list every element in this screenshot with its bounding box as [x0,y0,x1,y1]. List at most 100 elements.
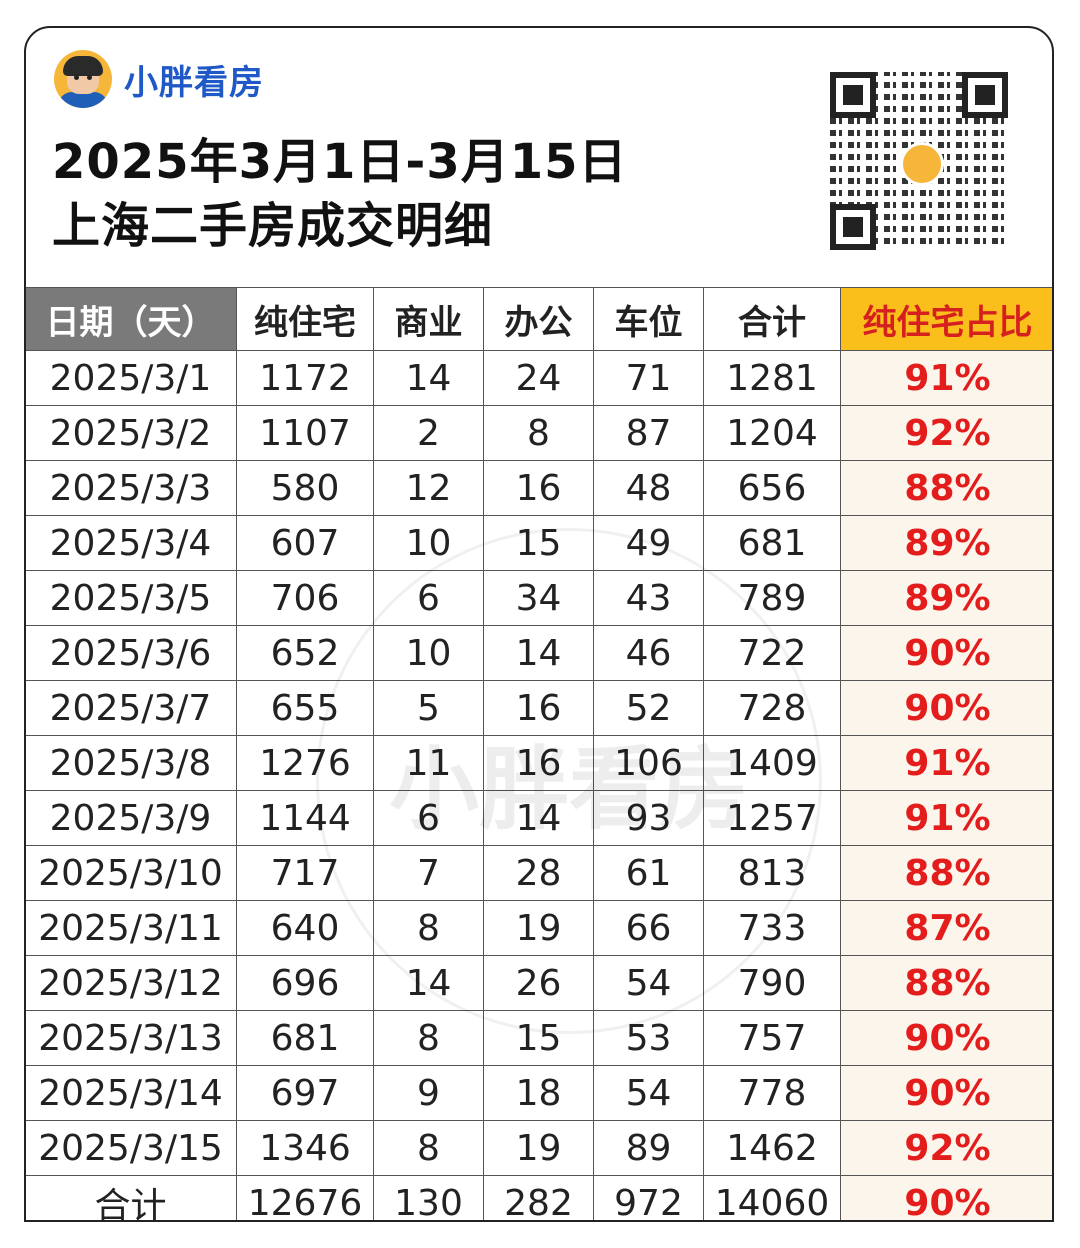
cell-total: 733 [703,900,841,956]
cell-date: 2025/3/1 [26,350,237,406]
cell-total: 681 [703,515,841,571]
table-header-row: 日期（天） 纯住宅 商业 办公 车位 合计 纯住宅占比 [26,287,1052,351]
transactions-table: 日期（天） 纯住宅 商业 办公 车位 合计 纯住宅占比 2025/3/1 1172… [26,287,1052,1220]
cell-residential: 1144 [236,790,374,846]
header-residential: 纯住宅 [236,287,374,351]
cell-total: 813 [703,845,841,901]
cell-total: 656 [703,460,841,516]
cell-parking: 66 [593,900,704,956]
header-residential-ratio: 纯住宅占比 [840,287,1052,351]
cell-total: 1409 [703,735,841,791]
cell-residential: 580 [236,460,374,516]
cell-residential: 1172 [236,350,374,406]
header-commercial: 商业 [373,287,484,351]
cell-parking: 49 [593,515,704,571]
cell-parking: 106 [593,735,704,791]
table-total-row: 合计 12676 130 282 972 14060 90% [26,1175,1052,1220]
cartoon-avatar-icon [54,50,112,108]
table-row: 2025/3/15 1346 8 19 89 1462 92% [26,1120,1052,1176]
table-row: 2025/3/10 717 7 28 61 813 88% [26,845,1052,901]
cell-office: 14 [483,790,594,846]
total-commercial: 130 [373,1175,484,1220]
cell-date: 2025/3/7 [26,680,237,736]
total-office: 282 [483,1175,594,1220]
qr-code-icon [828,70,1010,252]
cell-commercial: 6 [373,790,484,846]
cell-residential: 706 [236,570,374,626]
cell-office: 28 [483,845,594,901]
cell-commercial: 2 [373,405,484,461]
cell-commercial: 7 [373,845,484,901]
table-row: 2025/3/11 640 8 19 66 733 87% [26,900,1052,956]
cell-parking: 93 [593,790,704,846]
cell-date: 2025/3/10 [26,845,237,901]
cell-office: 15 [483,1010,594,1066]
cell-ratio: 88% [840,460,1052,516]
cell-residential: 1346 [236,1120,374,1176]
table-row: 2025/3/4 607 10 15 49 681 89% [26,515,1052,571]
cell-parking: 46 [593,625,704,681]
table-row: 2025/3/2 1107 2 8 87 1204 92% [26,405,1052,461]
total-total: 14060 [703,1175,841,1220]
cell-office: 14 [483,625,594,681]
table-row: 2025/3/3 580 12 16 48 656 88% [26,460,1052,516]
cell-parking: 48 [593,460,704,516]
cell-ratio: 92% [840,1120,1052,1176]
cell-ratio: 91% [840,735,1052,791]
cell-office: 19 [483,900,594,956]
table-row: 2025/3/14 697 9 18 54 778 90% [26,1065,1052,1121]
cell-commercial: 5 [373,680,484,736]
cell-ratio: 89% [840,570,1052,626]
cell-total: 722 [703,625,841,681]
header-office: 办公 [483,287,594,351]
cell-parking: 87 [593,405,704,461]
cell-commercial: 8 [373,1010,484,1066]
cell-office: 24 [483,350,594,406]
report-card: 小胖看房 2025年3月1日-3月15日 上海二手房成交明细 日期（天） 纯住宅… [24,26,1054,1222]
cell-total: 757 [703,1010,841,1066]
table-row: 2025/3/8 1276 11 16 106 1409 91% [26,735,1052,791]
cell-parking: 61 [593,845,704,901]
cell-ratio: 90% [840,625,1052,681]
cell-ratio: 90% [840,680,1052,736]
cell-parking: 71 [593,350,704,406]
total-ratio: 90% [840,1175,1052,1220]
cell-date: 2025/3/11 [26,900,237,956]
cell-total: 1204 [703,405,841,461]
cell-date: 2025/3/5 [26,570,237,626]
brand-name: 小胖看房 [124,62,264,103]
table-row: 2025/3/9 1144 6 14 93 1257 91% [26,790,1052,846]
cell-commercial: 8 [373,1120,484,1176]
cell-residential: 655 [236,680,374,736]
header-total: 合计 [703,287,841,351]
cell-office: 26 [483,955,594,1011]
cell-date: 2025/3/14 [26,1065,237,1121]
cell-office: 16 [483,735,594,791]
cell-ratio: 87% [840,900,1052,956]
cell-office: 16 [483,680,594,736]
cell-date: 2025/3/3 [26,460,237,516]
cell-commercial: 9 [373,1065,484,1121]
cell-office: 8 [483,405,594,461]
cell-commercial: 14 [373,955,484,1011]
cell-total: 1462 [703,1120,841,1176]
cell-commercial: 14 [373,350,484,406]
total-parking: 972 [593,1175,704,1220]
cell-residential: 697 [236,1065,374,1121]
cell-date: 2025/3/6 [26,625,237,681]
cell-residential: 1276 [236,735,374,791]
cell-date: 2025/3/4 [26,515,237,571]
cell-office: 19 [483,1120,594,1176]
table-row: 2025/3/6 652 10 14 46 722 90% [26,625,1052,681]
cell-parking: 52 [593,680,704,736]
cell-parking: 54 [593,1065,704,1121]
cell-ratio: 91% [840,350,1052,406]
cell-date: 2025/3/9 [26,790,237,846]
cell-parking: 43 [593,570,704,626]
cell-ratio: 92% [840,405,1052,461]
cell-office: 15 [483,515,594,571]
cell-commercial: 12 [373,460,484,516]
cell-commercial: 10 [373,515,484,571]
cell-residential: 607 [236,515,374,571]
cell-date: 2025/3/2 [26,405,237,461]
